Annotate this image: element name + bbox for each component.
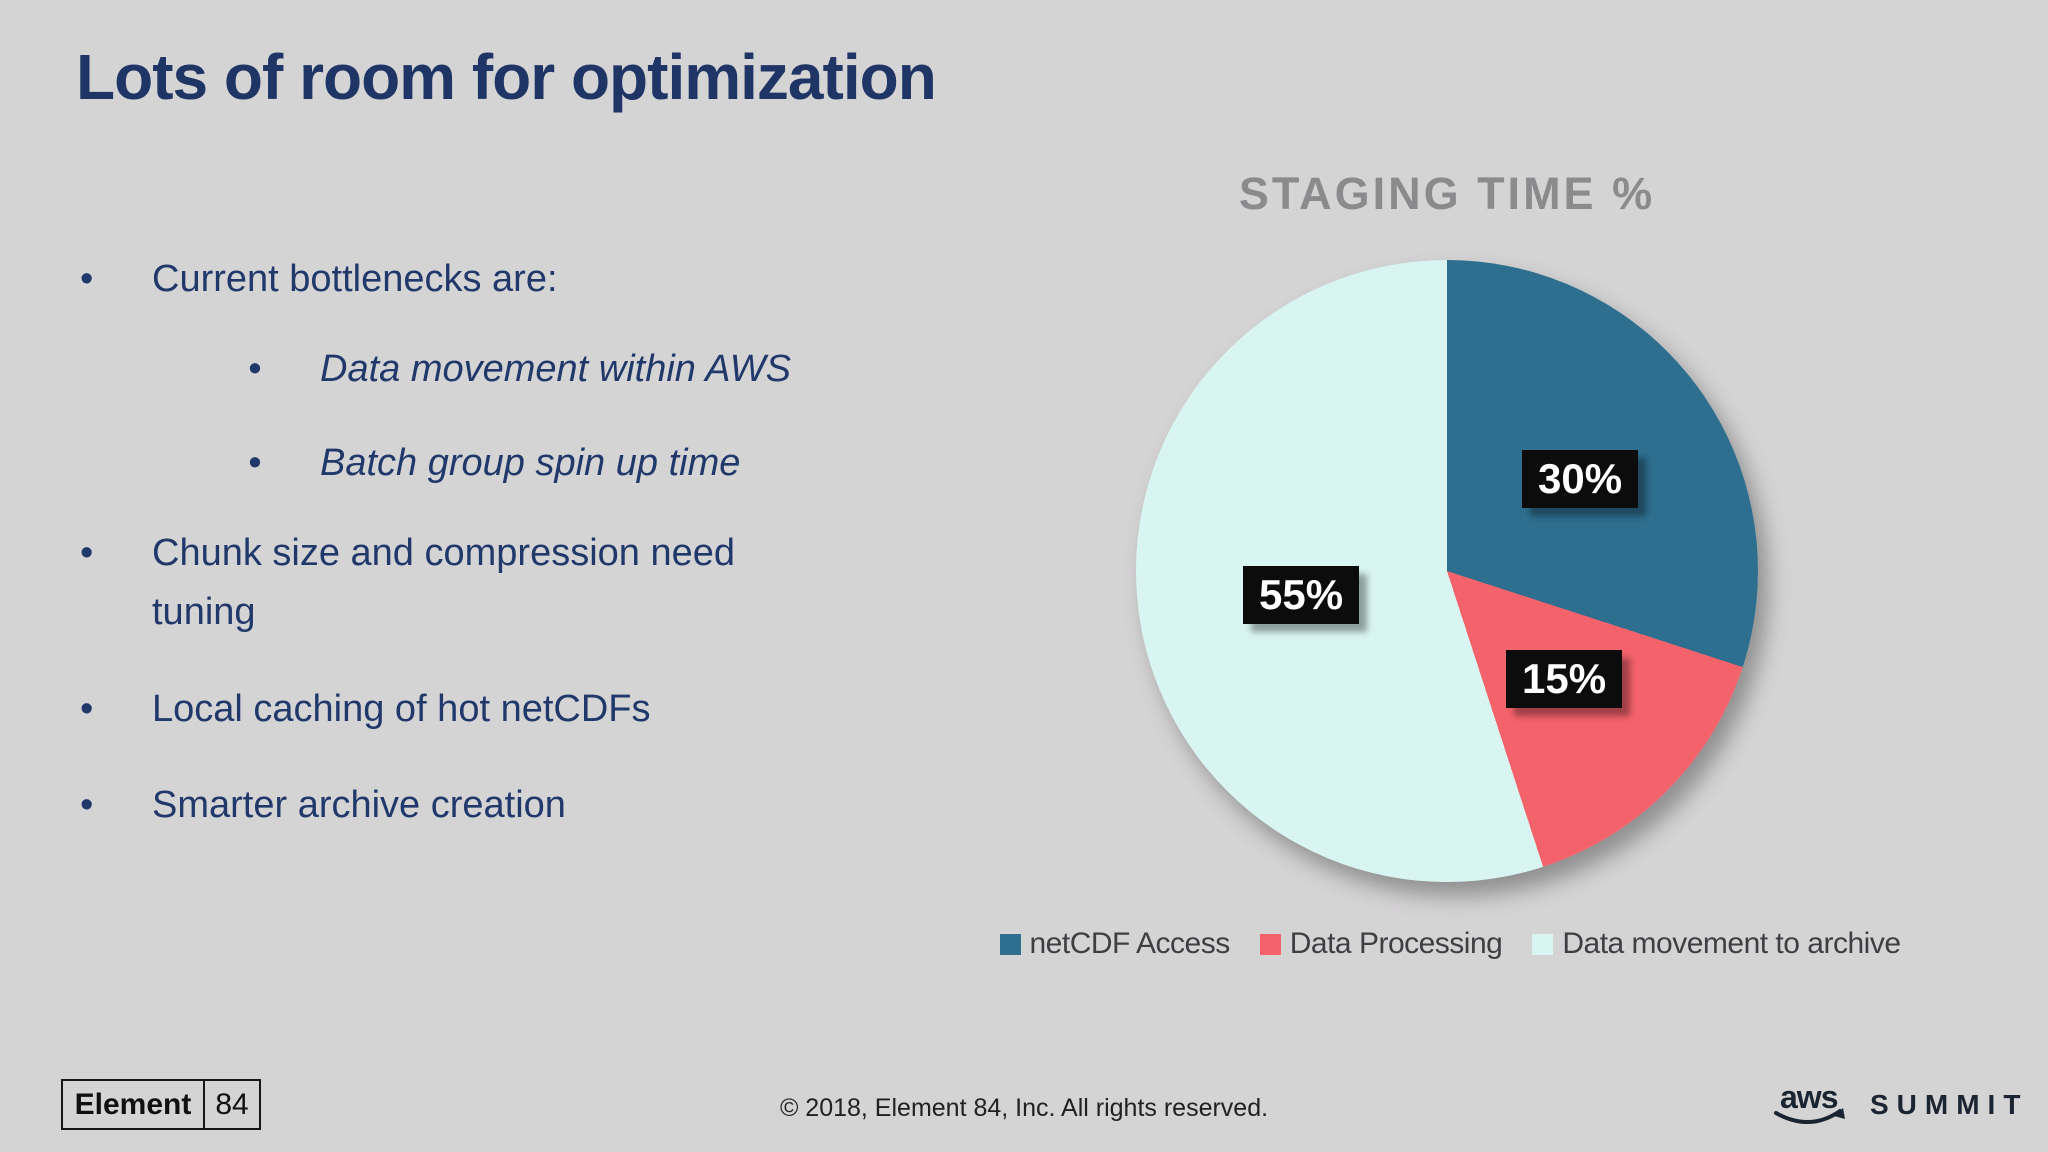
bullet-item: • Local caching of hot netCDFs	[80, 680, 792, 739]
aws-wordmark: aws	[1780, 1080, 1838, 1115]
chart-legend: netCDF Access Data Processing Data movem…	[900, 927, 2000, 961]
bullet-item-sub: • Data movement within AWS	[248, 340, 791, 399]
bullet-item: • Chunk size and compression need tuning	[80, 524, 792, 642]
slide-title: Lots of room for optimization	[76, 41, 937, 113]
legend-item-data-processing: Data Processing	[1259, 927, 1503, 961]
aws-summit-wordmark: SUMMIT	[1870, 1089, 2029, 1120]
bullet-dot: •	[80, 784, 94, 826]
bullet-item-sub: • Batch group spin up time	[248, 434, 740, 493]
legend-item-netcdf-access: netCDF Access	[999, 927, 1231, 961]
bullet-text: Smarter archive creation	[152, 784, 566, 826]
bullet-text: Chunk size and compression need tuning	[152, 532, 736, 633]
legend-label: Data movement to archive	[1562, 927, 1901, 960]
bullet-text: Local caching of hot netCDFs	[152, 688, 651, 730]
aws-smile-icon: aws	[1774, 1080, 1845, 1124]
bullet-dot: •	[80, 688, 94, 730]
element84-logo: Element 84	[61, 1079, 261, 1130]
pie-data-label-netcdf-access: 30%	[1522, 450, 1639, 508]
bullet-dot: •	[248, 348, 262, 390]
element84-logo-name: Element	[63, 1081, 205, 1128]
pie-data-label-data-processing: 15%	[1506, 650, 1623, 708]
bullet-text: Data movement within AWS	[320, 348, 791, 390]
copyright-text: © 2018, Element 84, Inc. All rights rese…	[779, 1094, 1269, 1122]
bullet-item: • Smarter archive creation	[80, 776, 792, 835]
bullet-dot: •	[248, 442, 262, 484]
legend-item-data-movement: Data movement to archive	[1532, 927, 1901, 961]
bullet-item: • Current bottlenecks are:	[80, 250, 792, 309]
bullet-text: Current bottlenecks are:	[152, 258, 558, 300]
pie-chart	[1136, 260, 1758, 882]
legend-label: Data Processing	[1289, 927, 1503, 960]
pie-data-label-data-movement: 55%	[1243, 566, 1360, 624]
element84-logo-number: 84	[215, 1087, 249, 1121]
bullet-dot: •	[80, 258, 94, 300]
aws-summit-logo: aws SUMMIT	[1768, 1080, 2028, 1130]
legend-swatch-icon	[999, 933, 1021, 955]
chart-title: STAGING TIME %	[1238, 168, 1656, 219]
legend-label: netCDF Access	[1029, 927, 1231, 960]
legend-swatch-icon	[1532, 933, 1554, 955]
bullet-text: Batch group spin up time	[320, 442, 741, 484]
legend-swatch-icon	[1259, 933, 1281, 955]
bullet-dot: •	[80, 532, 94, 574]
